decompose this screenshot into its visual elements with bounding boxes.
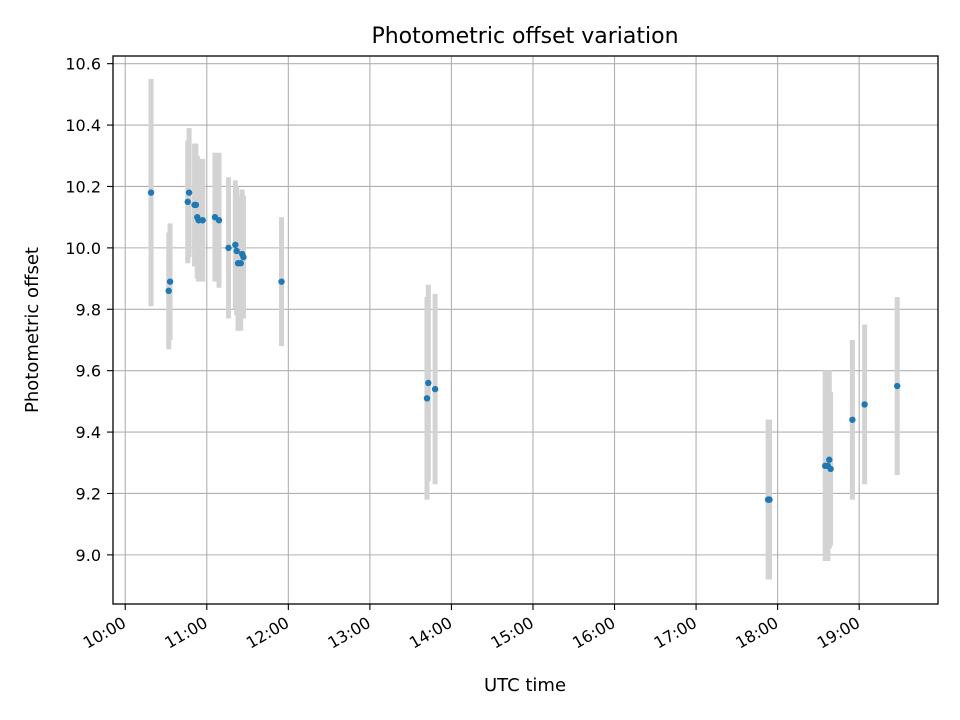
- y-tick-label: 10.2: [65, 177, 101, 196]
- y-tick-label: 9.0: [76, 546, 101, 565]
- data-point: [861, 401, 868, 408]
- data-point: [147, 189, 155, 196]
- y-axis-label: Photometric offset: [22, 247, 43, 413]
- data-point: [232, 241, 239, 249]
- y-tick-label: 10.4: [65, 116, 101, 135]
- y-tick-label: 9.6: [76, 362, 101, 381]
- data-point: [199, 217, 206, 224]
- y-tick-label: 9.8: [76, 300, 101, 319]
- data-point: [894, 382, 901, 390]
- data-point: [766, 496, 773, 503]
- data-points: [147, 189, 901, 503]
- data-point: [233, 247, 240, 255]
- chart-title: Photometric offset variation: [371, 24, 678, 49]
- y-axis: 9.0 9.2 9.4 9.6 9.8 10.0 10.2 10.4 10.6: [65, 55, 113, 565]
- data-point: [240, 253, 247, 261]
- data-point: [225, 244, 232, 252]
- data-point: [278, 278, 285, 285]
- data-point: [849, 416, 856, 423]
- data-point: [431, 385, 439, 393]
- data-point: [185, 189, 193, 196]
- data-point: [184, 198, 191, 206]
- data-point: [237, 260, 244, 267]
- y-tick-label: 9.4: [76, 423, 101, 442]
- data-point: [425, 379, 432, 387]
- x-axis-label: UTC time: [484, 675, 566, 696]
- data-point: [166, 278, 174, 285]
- grid: [113, 56, 938, 604]
- data-point: [165, 287, 172, 295]
- data-point: [826, 456, 833, 463]
- data-point: [192, 201, 200, 209]
- y-tick-label: 10.0: [65, 239, 101, 258]
- plot-frame: [112, 55, 939, 605]
- y-tick-label: 9.2: [76, 484, 101, 503]
- y-tick-label: 10.6: [65, 55, 101, 74]
- data-point: [423, 395, 431, 402]
- data-point: [827, 465, 834, 473]
- data-point: [215, 217, 223, 224]
